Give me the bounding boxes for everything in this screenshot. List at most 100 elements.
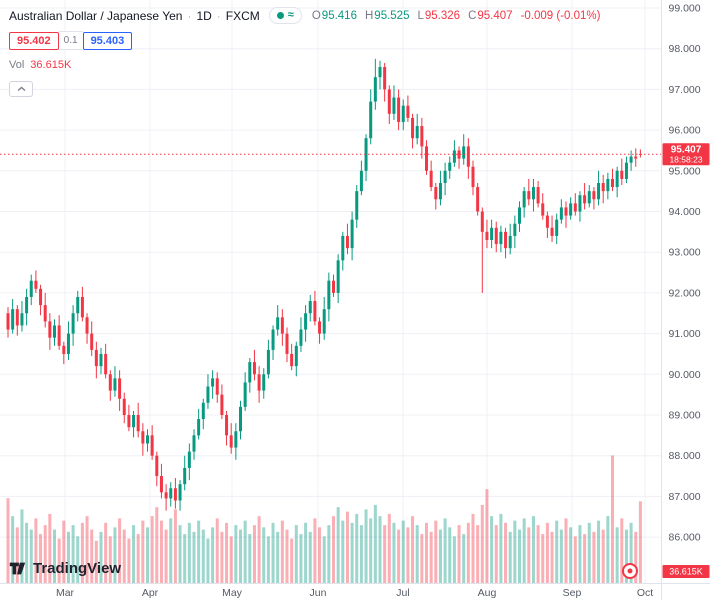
time-axis[interactable] bbox=[0, 583, 710, 600]
candle-body bbox=[159, 476, 163, 493]
volume-bar bbox=[355, 513, 359, 584]
volume-bar bbox=[280, 520, 284, 584]
collapse-legend-button[interactable] bbox=[9, 81, 33, 97]
candle-body bbox=[113, 378, 117, 391]
candle-body bbox=[341, 235, 345, 261]
price-tick-label: 94.000 bbox=[669, 206, 701, 218]
price-tick-label: 95.000 bbox=[669, 165, 701, 177]
candle-body bbox=[85, 317, 89, 334]
close-value: 95.407 bbox=[477, 9, 513, 22]
volume-bar bbox=[490, 516, 494, 584]
open-value: 95.416 bbox=[321, 9, 357, 22]
volume-bar bbox=[25, 522, 29, 584]
price-tick-label: 96.000 bbox=[669, 125, 701, 137]
candle-body bbox=[215, 378, 219, 395]
candle-body bbox=[611, 178, 614, 188]
price-axis[interactable] bbox=[661, 0, 710, 600]
price-tick-label: 99.000 bbox=[669, 3, 701, 15]
symbol-title[interactable]: Australian Dollar / Japanese Yen bbox=[9, 8, 183, 23]
volume-bar bbox=[299, 534, 303, 584]
volume-bar bbox=[183, 534, 187, 584]
volume-bar bbox=[513, 520, 517, 584]
volume-bar bbox=[39, 534, 43, 584]
candle-body bbox=[578, 195, 582, 212]
volume-bar bbox=[615, 527, 619, 584]
candle-body bbox=[150, 435, 154, 456]
volume-bar bbox=[624, 529, 628, 584]
volume-bar bbox=[132, 525, 136, 584]
volume-bar bbox=[192, 531, 196, 584]
volume-bar bbox=[350, 522, 354, 584]
candle-body bbox=[522, 191, 526, 208]
candle-body bbox=[490, 227, 494, 240]
volume-bar bbox=[485, 489, 489, 584]
volume-bar bbox=[578, 525, 582, 584]
volume-bar bbox=[452, 536, 456, 584]
sell-price-button[interactable]: 95.402 bbox=[9, 31, 59, 50]
candle-body bbox=[29, 280, 33, 297]
candle-body bbox=[606, 178, 610, 192]
tradingview-logo[interactable]: TradingView bbox=[8, 559, 121, 578]
candle-body bbox=[597, 183, 601, 200]
candle-body bbox=[555, 219, 559, 236]
candle-body bbox=[443, 170, 447, 184]
volume-bar bbox=[420, 534, 424, 584]
tradingview-mark-icon bbox=[9, 562, 26, 575]
volume-bar bbox=[239, 529, 242, 584]
volume-bar bbox=[211, 527, 215, 584]
candle-body bbox=[327, 280, 331, 310]
buy-price-button[interactable]: 95.403 bbox=[82, 31, 133, 50]
candle-body bbox=[34, 280, 38, 289]
volume-bar bbox=[229, 536, 233, 584]
candle-body bbox=[76, 296, 80, 314]
candle-body bbox=[550, 227, 554, 236]
volume-bar bbox=[569, 527, 573, 584]
volume-bar bbox=[304, 522, 308, 584]
volume-bar bbox=[508, 531, 512, 584]
volume-bar bbox=[243, 520, 247, 584]
volume-bar bbox=[127, 538, 131, 584]
candle-body bbox=[71, 313, 75, 334]
candle-body bbox=[229, 435, 233, 448]
interval-label[interactable]: 1D bbox=[196, 8, 212, 23]
volume-bar bbox=[234, 525, 238, 584]
candle-body bbox=[290, 353, 294, 367]
volume-bar bbox=[457, 525, 461, 584]
candle-body bbox=[48, 321, 52, 338]
volume-bar bbox=[359, 525, 363, 584]
volume-value: 36.615K bbox=[30, 59, 72, 71]
volume-bar bbox=[425, 522, 428, 584]
candle-body bbox=[536, 187, 540, 204]
candle-body bbox=[220, 394, 224, 415]
candle-body bbox=[485, 231, 489, 240]
tradingview-logo-text: TradingView bbox=[33, 560, 122, 577]
volume-bar bbox=[11, 516, 15, 584]
candle-body bbox=[201, 402, 205, 420]
volume-bar bbox=[136, 534, 140, 584]
close-label: C bbox=[468, 9, 477, 22]
chevron-up-icon bbox=[17, 86, 25, 91]
candle-body bbox=[583, 195, 587, 204]
volume-bar bbox=[122, 529, 126, 584]
candle-body bbox=[383, 67, 387, 90]
exchange-label[interactable]: FXCM bbox=[225, 8, 260, 23]
candle-body bbox=[90, 333, 94, 350]
candle-body bbox=[127, 415, 131, 428]
volume-bar bbox=[146, 527, 149, 584]
volume-bar bbox=[518, 529, 521, 584]
candle-body bbox=[132, 415, 136, 428]
candle-body bbox=[99, 353, 103, 367]
candle-body bbox=[359, 170, 363, 192]
candle-body bbox=[146, 435, 149, 444]
volume-bar bbox=[266, 536, 270, 584]
volume-bar bbox=[313, 518, 317, 584]
volume-bar bbox=[6, 498, 10, 584]
volume-bar bbox=[383, 525, 387, 584]
volume-bar bbox=[53, 529, 56, 584]
candle-body bbox=[285, 333, 289, 354]
volume-bar bbox=[99, 531, 103, 584]
volume-bar bbox=[248, 534, 252, 584]
bid-ask-row: 95.402 0.1 95.403 bbox=[9, 31, 600, 50]
indicator-pill[interactable]: ≈ bbox=[268, 7, 302, 24]
